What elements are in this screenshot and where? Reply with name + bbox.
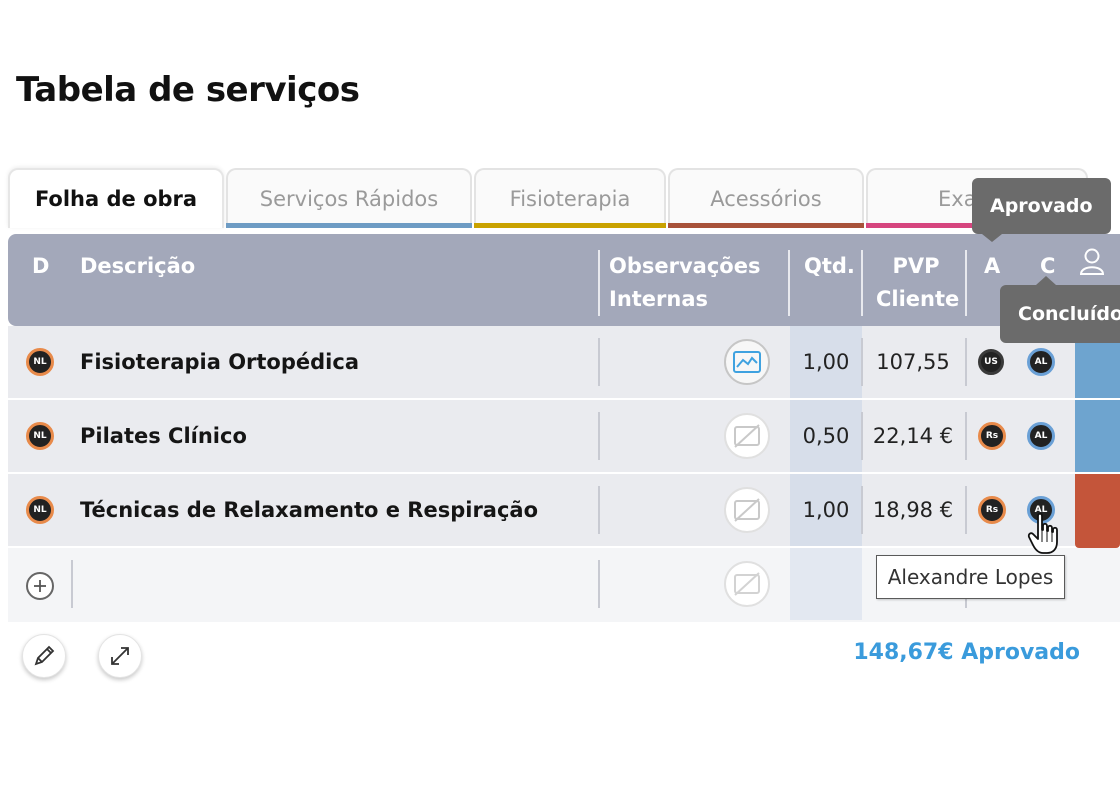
tooltip-arrow — [1036, 276, 1056, 285]
pencil-icon — [34, 645, 55, 666]
user-icon[interactable] — [1078, 246, 1106, 276]
services-table: D Descrição Observações Internas Qtd. PV… — [8, 234, 1120, 622]
edit-button[interactable] — [22, 634, 66, 678]
status-strip — [1075, 474, 1120, 548]
row-divider — [598, 338, 600, 386]
qty-column-bg — [790, 326, 862, 398]
tooltip-concluido: Concluído — [1000, 285, 1120, 343]
row-pvp[interactable]: 107,55 — [876, 350, 950, 374]
row-divider — [71, 560, 73, 608]
tab-color-bar — [474, 223, 666, 228]
table-header: D Descrição Observações Internas Qtd. PV… — [8, 234, 1120, 326]
avatar-c[interactable]: AL — [1027, 348, 1055, 376]
row-qty[interactable]: 1,00 — [802, 350, 850, 374]
row-divider — [861, 338, 863, 386]
avatar[interactable]: NL — [26, 496, 54, 524]
observations-button[interactable] — [724, 413, 770, 459]
header-a[interactable]: A — [984, 254, 1001, 278]
header-divider — [965, 250, 967, 316]
header-divider — [788, 250, 790, 316]
header-observacoes[interactable]: Observações Internas — [609, 250, 760, 316]
header-obs-line1: Observações — [609, 254, 761, 278]
header-pvp-line2: Cliente — [876, 287, 960, 311]
header-d[interactable]: D — [32, 254, 50, 278]
tab-label: Acessórios — [710, 187, 822, 211]
add-row-button[interactable] — [26, 572, 54, 600]
row-divider — [965, 412, 967, 460]
expand-button[interactable] — [98, 634, 142, 678]
observations-button[interactable] — [724, 487, 770, 533]
row-divider — [598, 560, 600, 608]
observations-button[interactable] — [724, 561, 770, 607]
avatar-c[interactable]: AL — [1027, 422, 1055, 450]
hand-cursor-icon — [1026, 512, 1066, 556]
avatar[interactable]: NL — [26, 348, 54, 376]
row-qty[interactable]: 1,00 — [802, 498, 850, 522]
row-description: Fisioterapia Ortopédica — [80, 350, 359, 374]
row-description: Pilates Clínico — [80, 424, 247, 448]
row-description: Técnicas de Relaxamento e Respiração — [80, 498, 539, 522]
table-row[interactable]: NL Fisioterapia Ortopédica 1,00 107,55 U… — [8, 326, 1120, 400]
no-image-icon — [734, 572, 760, 596]
avatar[interactable]: NL — [26, 422, 54, 450]
table-row[interactable]: NL Pilates Clínico 0,50 22,14 € Rs AL — [8, 400, 1120, 474]
avatar-a[interactable]: Rs — [978, 496, 1006, 524]
tab-color-bar — [668, 223, 864, 228]
tooltip-user-name: Alexandre Lopes — [876, 555, 1065, 599]
tab-acessorios[interactable]: Acessórios — [668, 168, 864, 228]
row-divider — [598, 486, 600, 534]
table-row[interactable]: NL Técnicas de Relaxamento e Respiração … — [8, 474, 1120, 548]
header-pvp-line1: PVP — [892, 254, 940, 278]
qty-column-bg — [790, 474, 862, 546]
tab-servicos-rapidos[interactable]: Serviços Rápidos — [226, 168, 472, 228]
tooltip-aprovado: Aprovado — [972, 178, 1111, 234]
page-title: Tabela de serviços — [16, 70, 360, 110]
tab-label: Folha de obra — [34, 187, 198, 211]
tab-bar: Folha de obra Serviços Rápidos Fisiotera… — [8, 168, 1088, 228]
tooltip-arrow — [982, 234, 1002, 242]
tab-color-bar — [226, 223, 472, 228]
total-approved: 148,67€ Aprovado — [853, 640, 1080, 665]
row-divider — [598, 412, 600, 460]
header-divider — [861, 250, 863, 316]
observations-button[interactable] — [724, 339, 770, 385]
qty-column-bg — [790, 548, 862, 620]
no-image-icon — [734, 424, 760, 448]
row-pvp[interactable]: 18,98 € — [872, 498, 954, 522]
row-pvp[interactable]: 22,14 € — [872, 424, 954, 448]
row-divider — [861, 486, 863, 534]
row-divider — [965, 486, 967, 534]
header-obs-line2: Internas — [609, 287, 709, 311]
header-descricao[interactable]: Descrição — [80, 254, 196, 278]
tab-label: Serviços Rápidos — [259, 187, 439, 211]
row-qty[interactable]: 0,50 — [802, 424, 850, 448]
avatar-a[interactable]: Rs — [978, 422, 1006, 450]
header-pvp[interactable]: PVP Cliente — [876, 250, 960, 316]
header-c[interactable]: C — [1040, 254, 1056, 278]
row-divider — [861, 412, 863, 460]
avatar-a[interactable]: US — [978, 349, 1004, 375]
header-qtd[interactable]: Qtd. — [804, 254, 855, 278]
tab-label: Exa — [938, 187, 977, 211]
row-divider — [965, 338, 967, 386]
plus-icon — [34, 580, 46, 592]
qty-column-bg — [790, 400, 862, 472]
expand-icon — [111, 647, 129, 665]
tab-fisioterapia[interactable]: Fisioterapia — [474, 168, 666, 228]
chart-image-icon — [733, 351, 761, 373]
status-strip — [1075, 400, 1120, 472]
tab-folha-de-obra[interactable]: Folha de obra — [8, 168, 224, 228]
no-image-icon — [734, 498, 760, 522]
header-divider — [598, 250, 600, 316]
tab-label: Fisioterapia — [509, 187, 631, 211]
